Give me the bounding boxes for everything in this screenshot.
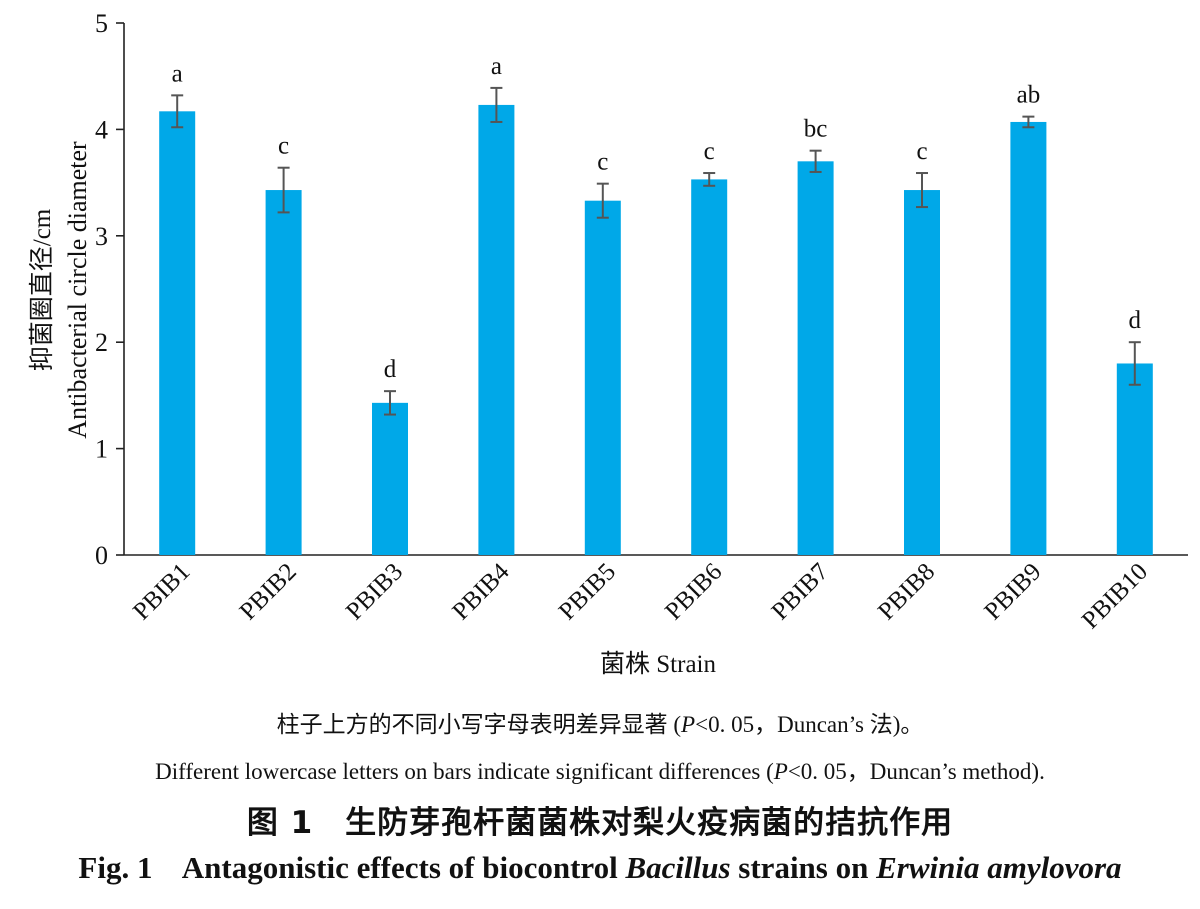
note-zh-p: P bbox=[681, 712, 696, 737]
significance-letter: c bbox=[916, 138, 927, 165]
y-tick-label: 2 bbox=[95, 328, 108, 357]
bar bbox=[1010, 121, 1047, 556]
note-en-p: P bbox=[773, 759, 788, 784]
significance-letter: ab bbox=[1017, 82, 1041, 109]
fig-en-genus2: Erwinia amylovora bbox=[876, 850, 1122, 885]
x-axis-label: 菌株 Strain bbox=[600, 650, 716, 678]
figure-title-zh: 图 1 生防芽孢杆菌菌株对梨火疫病菌的拮抗作用 bbox=[246, 805, 954, 841]
significance-letter: a bbox=[491, 53, 502, 80]
note-zh-post: <0. 05，Duncan’s 法)。 bbox=[695, 712, 924, 737]
bar bbox=[372, 402, 408, 555]
y-tick-label: 1 bbox=[95, 435, 108, 464]
bar bbox=[159, 111, 196, 555]
bar bbox=[904, 190, 940, 555]
x-tick-label: PBIB8 bbox=[873, 558, 940, 625]
significance-letter: c bbox=[704, 138, 715, 165]
x-tick-label: PBIB6 bbox=[660, 558, 727, 625]
note-en-post: <0. 05，Duncan’s method). bbox=[787, 759, 1045, 784]
figure-title-en: Fig. 1 Antagonistic effects of biocontro… bbox=[0, 850, 1200, 886]
y-tick-label: 0 bbox=[95, 541, 108, 570]
note-zh-pre: 柱子上方的不同小写字母表明差异显著 ( bbox=[276, 712, 682, 737]
x-tick-label: PBIB9 bbox=[979, 558, 1046, 625]
bar bbox=[1116, 363, 1153, 555]
bar bbox=[691, 179, 728, 555]
significance-letter: a bbox=[172, 60, 183, 87]
significance-letter: d bbox=[1129, 307, 1142, 334]
y-tick-label: 3 bbox=[95, 222, 108, 251]
x-tick-label: PBIB4 bbox=[447, 558, 515, 626]
x-tick-label: PBIB3 bbox=[341, 558, 408, 625]
y-axis-label-zh: 抑菌圈直径/cm bbox=[28, 208, 56, 371]
y-axis-label-en: Antibacterial circle diameter bbox=[63, 141, 92, 439]
significance-letter: c bbox=[278, 133, 289, 160]
fig-en-genus1: Bacillus bbox=[625, 850, 731, 885]
x-tick-label: PBIB10 bbox=[1077, 558, 1153, 634]
x-tick-label: PBIB1 bbox=[128, 558, 195, 625]
significance-letter: d bbox=[384, 356, 397, 383]
bar bbox=[265, 190, 302, 555]
chart-bars bbox=[159, 86, 1153, 556]
fig-en-mid: strains on bbox=[730, 850, 877, 885]
x-tick-label: PBIB2 bbox=[235, 558, 302, 625]
significance-letter: c bbox=[597, 149, 608, 176]
y-tick-label: 5 bbox=[95, 9, 108, 38]
chart-note-en: Different lowercase letters on bars indi… bbox=[0, 752, 1200, 786]
fig-en-pre: Fig. 1 Antagonistic effects of biocontro… bbox=[78, 850, 626, 885]
bar-chart: 0 1 2 3 4 5 a PBIB1 c PBIB2 d PBIB3 a PBIB4 c PBIB5 c PB… bbox=[28, 9, 1188, 678]
significance-letter: bc bbox=[804, 116, 828, 143]
x-tick-label: PBIB7 bbox=[767, 558, 834, 625]
x-tick-label: PBIB5 bbox=[554, 558, 621, 625]
y-tick-label: 4 bbox=[95, 115, 108, 144]
bar bbox=[797, 161, 834, 555]
note-en-pre: Different lowercase letters on bars indi… bbox=[155, 759, 774, 784]
bar bbox=[584, 200, 621, 556]
bar bbox=[478, 104, 515, 555]
chart-note-zh: 柱子上方的不同小写字母表明差异显著 (P<0. 05，Duncan’s 法)。 bbox=[0, 705, 1200, 739]
